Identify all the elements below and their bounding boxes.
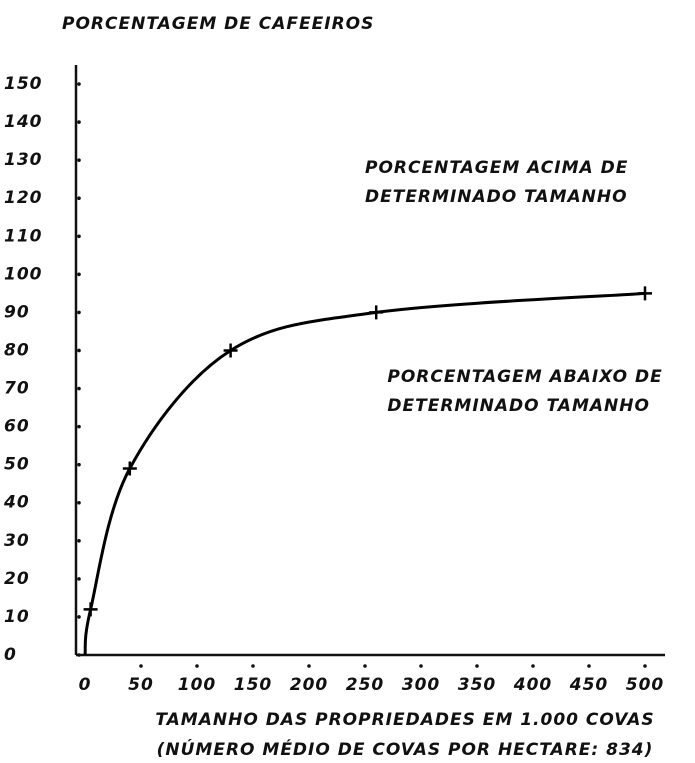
y-tick-label: 70	[4, 379, 30, 399]
x-tick	[139, 664, 143, 668]
y-tick-label: 110	[4, 226, 43, 246]
x-axis-label: (NÚMERO MÉDIO DE COVAS POR HECTARE: 834)	[157, 738, 654, 760]
x-tick-label: 0	[79, 675, 92, 695]
y-tick-label: 50	[4, 455, 30, 475]
x-tick	[419, 664, 423, 668]
x-axis-label: TAMANHO DAS PROPRIEDADES EM 1.000 COVAS	[155, 710, 654, 730]
y-tick-label: 90	[4, 302, 30, 322]
y-tick	[77, 653, 81, 657]
y-tick	[77, 462, 81, 467]
y-tick-label: 0	[4, 645, 17, 665]
x-tick-label: 400	[513, 675, 553, 695]
y-tick-label: 60	[4, 417, 30, 437]
y-tick	[77, 234, 81, 239]
y-tick-label: 20	[4, 569, 30, 589]
y-tick	[77, 386, 81, 391]
point-marker	[638, 286, 652, 301]
x-tick	[195, 664, 199, 668]
x-tick-label: 100	[178, 675, 217, 695]
annotation: PORCENTAGEM ACIMA DE	[365, 158, 628, 178]
y-tick	[77, 539, 81, 543]
y-tick-label: 140	[4, 112, 43, 132]
y-tick	[77, 120, 81, 124]
y-tick-label: 100	[4, 264, 43, 284]
y-tick	[77, 500, 81, 505]
x-tick-label: 500	[626, 675, 665, 695]
point-marker	[122, 461, 137, 476]
x-tick	[307, 664, 311, 668]
y-tick	[77, 158, 81, 162]
y-tick	[77, 424, 81, 429]
y-tick	[77, 82, 81, 86]
x-tick	[531, 664, 535, 668]
point-marker	[83, 602, 98, 617]
y-tick-label: 30	[4, 531, 30, 551]
y-tick-label: 120	[4, 188, 43, 208]
x-tick-label: 250	[346, 675, 385, 695]
line	[83, 291, 646, 656]
x-tick	[251, 664, 255, 668]
x-tick-label: 50	[128, 675, 154, 695]
chart-title: PORCENTAGEM DE CAFEEIROS	[62, 14, 374, 34]
y-tick	[77, 196, 81, 201]
x-tick	[643, 664, 647, 668]
x-tick-label: 450	[569, 675, 609, 695]
y-tick-label: 10	[4, 607, 30, 627]
x-tick-label: 300	[402, 675, 441, 695]
y-tick-label: 130	[4, 150, 43, 170]
y-tick	[77, 272, 81, 277]
point-marker	[223, 343, 238, 358]
y-tick	[77, 615, 81, 619]
y-tick	[77, 348, 81, 353]
x-tick	[363, 664, 367, 668]
annotation: PORCENTAGEM ABAIXO DE	[387, 367, 662, 387]
annotation: DETERMINADO TAMANHO	[387, 396, 650, 416]
y-tick	[77, 577, 81, 581]
y-tick-label: 40	[3, 493, 30, 513]
y-tick	[77, 310, 81, 315]
x-tick	[475, 664, 479, 668]
y-tick-label: 80	[4, 340, 30, 360]
x-tick-label: 150	[234, 675, 273, 695]
point-marker	[369, 305, 384, 320]
y-tick-label: 150	[4, 74, 43, 94]
annotation: DETERMINADO TAMANHO	[365, 187, 628, 207]
x-tick-label: 200	[290, 675, 329, 695]
x-tick	[587, 664, 591, 668]
x-tick-label: 350	[458, 675, 497, 695]
